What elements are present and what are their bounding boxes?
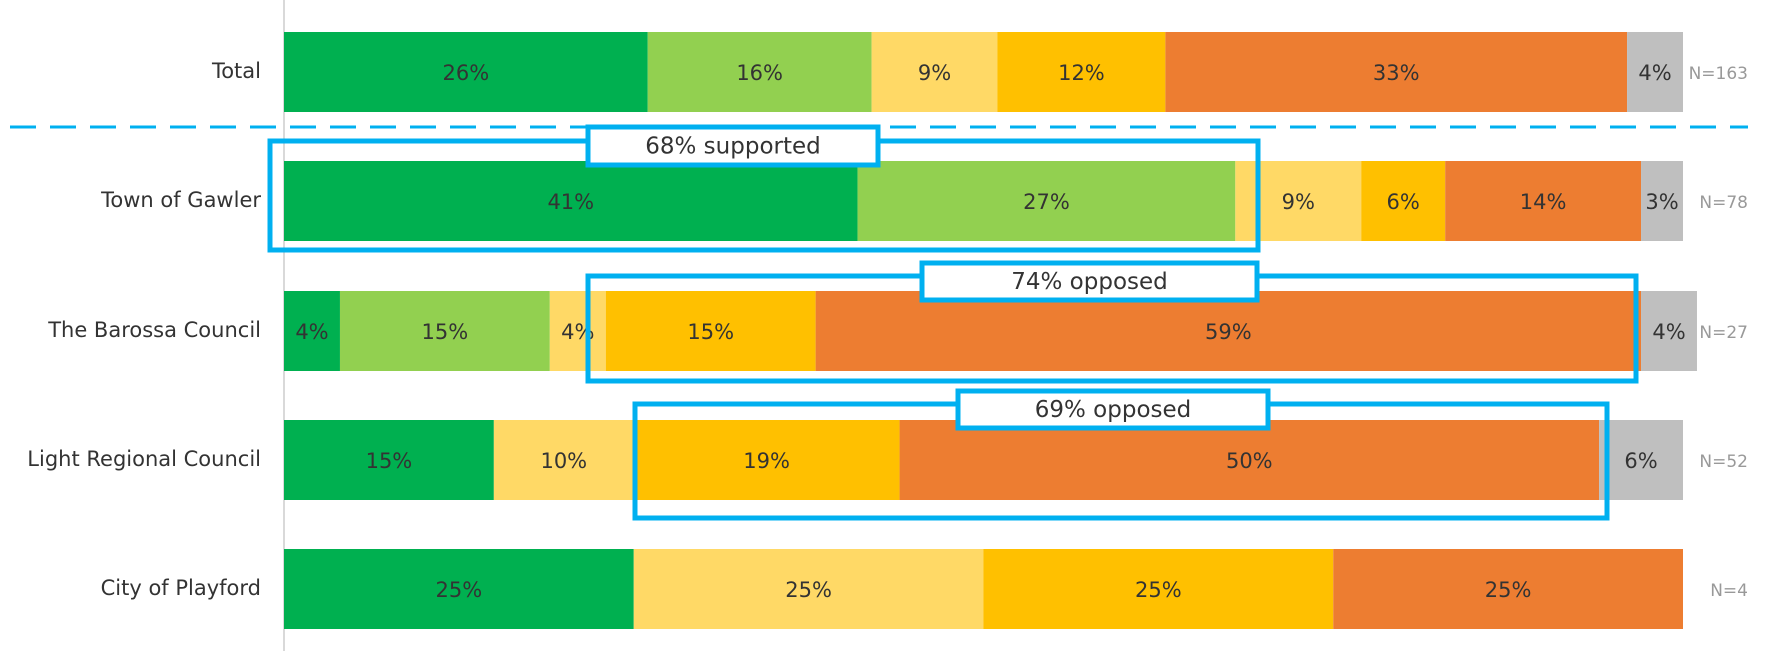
bar-segment [284,549,634,629]
bar-segment [1627,32,1683,112]
bar-segment [899,420,1600,500]
value-label: 4% [1652,320,1685,344]
category-label: City of Playford [101,576,261,600]
value-label: 27% [1023,190,1070,214]
value-label: 9% [918,61,951,85]
bar-segment [1361,161,1446,241]
annotation-box [955,388,1271,431]
value-label: 4% [1638,61,1671,85]
value-label: 15% [687,320,734,344]
bar-segment [284,291,340,371]
value-label: 25% [1485,578,1532,602]
bar-segment [1445,161,1642,241]
bar-segment [815,291,1642,371]
annotation-box [919,260,1260,303]
category-label: The Barossa Council [47,318,261,342]
bar-segment [1641,291,1697,371]
value-label: 33% [1373,61,1420,85]
bar-segment [983,549,1334,629]
annotation: 68% supported [645,134,821,160]
bar-segment [339,291,550,371]
bar-segment [871,32,998,112]
value-label: 14% [1520,190,1567,214]
n-label: N=52 [1699,452,1748,472]
bar-segment [284,420,494,500]
n-label: N=163 [1689,64,1748,84]
bar-segment [284,161,858,241]
value-label: 10% [540,449,587,473]
value-label: 59% [1205,320,1252,344]
annotation-box [585,124,881,168]
value-label: 15% [366,449,413,473]
value-label: 50% [1226,449,1273,473]
value-label: 15% [422,320,469,344]
bar-segment [647,32,872,112]
category-label: Total [211,59,261,83]
value-label: 26% [443,61,490,85]
bar-segment [1165,32,1628,112]
n-label: N=78 [1699,193,1748,213]
bar-segment [633,549,984,629]
value-label: 12% [1058,61,1105,85]
value-label: 9% [1282,190,1315,214]
annotation: 74% opposed [1011,269,1168,295]
category-label: Town of Gawler [100,188,261,212]
n-label: N=4 [1710,581,1748,601]
value-label: 6% [1387,190,1420,214]
value-label: 25% [785,578,832,602]
bar-segment [1599,420,1683,500]
bar-segment [1333,549,1683,629]
bar-segment [633,420,900,500]
value-label: 25% [436,578,483,602]
value-label: 4% [295,320,328,344]
bar-segment [284,32,648,112]
value-label: 3% [1645,190,1678,214]
category-label: Light Regional Council [27,447,261,471]
value-label: 25% [1135,578,1182,602]
value-label: 19% [743,449,790,473]
bar-segment [857,161,1236,241]
n-label: N=27 [1699,323,1748,343]
bar-segment [605,291,816,371]
bar-segment [1641,161,1683,241]
bar-segment [997,32,1166,112]
value-label: 16% [736,61,783,85]
value-label: 41% [547,190,594,214]
annotation: 69% opposed [1035,397,1192,423]
value-label: 6% [1624,449,1657,473]
bar-segment [549,291,606,371]
bar-segment [493,420,634,500]
